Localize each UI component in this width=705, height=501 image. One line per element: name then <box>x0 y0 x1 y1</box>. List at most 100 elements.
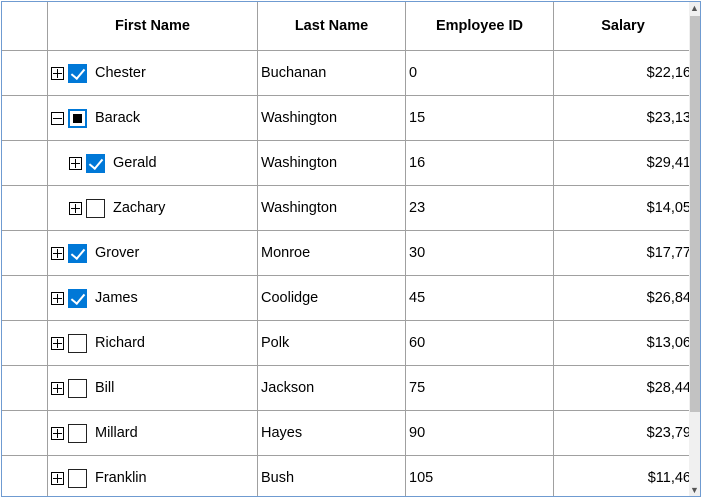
salary-cell[interactable]: $28,44 <box>646 380 690 396</box>
first-name-cell[interactable]: Richard <box>48 321 258 365</box>
last-name-cell[interactable]: Bush <box>258 456 406 496</box>
last-name-cell[interactable]: Polk <box>258 321 406 365</box>
table-row[interactable]: Franklin Bush 105 $11,46 <box>2 456 690 496</box>
expand-icon[interactable] <box>51 381 64 395</box>
column-header-salary[interactable]: Salary <box>601 18 645 34</box>
employee-id-cell[interactable]: 75 <box>406 366 554 410</box>
employee-id-cell[interactable]: 15 <box>406 96 554 140</box>
header-spacer <box>2 2 48 50</box>
salary-cell[interactable]: $22,16 <box>646 65 690 81</box>
employee-id-cell[interactable]: 90 <box>406 411 554 455</box>
table-row[interactable]: Richard Polk 60 $13,06 <box>2 321 690 366</box>
row-header-cell[interactable] <box>2 96 48 140</box>
table-row[interactable]: Millard Hayes 90 $23,79 <box>2 411 690 456</box>
row-header-cell[interactable] <box>2 456 48 496</box>
row-header-cell[interactable] <box>2 411 48 455</box>
salary-cell[interactable]: $26,84 <box>646 290 690 306</box>
first-name-cell[interactable]: Grover <box>48 231 258 275</box>
first-name-cell[interactable]: Chester <box>48 51 258 95</box>
first-name-cell[interactable]: Barack <box>48 96 258 140</box>
first-name-cell[interactable]: Zachary <box>48 186 258 230</box>
row-checkbox[interactable] <box>86 153 105 173</box>
employee-id-cell[interactable]: 30 <box>406 231 554 275</box>
employee-id-cell[interactable]: 23 <box>406 186 554 230</box>
employee-id-cell[interactable]: 60 <box>406 321 554 365</box>
first-name-text: James <box>95 290 138 306</box>
table-row[interactable]: Chester Buchanan 0 $22,16 <box>2 51 690 96</box>
first-name-cell[interactable]: Gerald <box>48 141 258 185</box>
salary-cell[interactable]: $23,13 <box>646 110 690 126</box>
column-header-first-name[interactable]: First Name <box>48 2 258 50</box>
salary-cell[interactable]: $13,06 <box>646 335 690 351</box>
expand-icon[interactable] <box>51 246 64 260</box>
row-checkbox[interactable] <box>68 243 87 263</box>
expand-icon[interactable] <box>51 471 64 485</box>
tree-grid-viewport: First Name Last Name Employee ID Salary … <box>2 2 690 496</box>
row-header-cell[interactable] <box>2 321 48 365</box>
row-checkbox[interactable] <box>68 63 87 83</box>
expand-icon[interactable] <box>51 426 64 440</box>
last-name-cell[interactable]: Washington <box>258 141 406 185</box>
last-name-cell[interactable]: Hayes <box>258 411 406 455</box>
first-name-cell[interactable]: Bill <box>48 366 258 410</box>
salary-cell[interactable]: $11,46 <box>647 470 690 486</box>
first-name-cell[interactable]: James <box>48 276 258 320</box>
first-name-text: Zachary <box>113 200 166 216</box>
row-checkbox[interactable] <box>68 333 87 353</box>
chevron-down-icon[interactable]: ▼ <box>690 485 699 495</box>
row-header-cell[interactable] <box>2 51 48 95</box>
last-name-cell[interactable]: Washington <box>258 186 406 230</box>
expand-icon[interactable] <box>51 66 64 80</box>
row-checkbox[interactable] <box>68 423 87 443</box>
column-header-employee-id[interactable]: Employee ID <box>406 2 554 50</box>
chevron-up-icon[interactable]: ▲ <box>690 3 699 13</box>
table-row[interactable]: Barack Washington 15 $23,13 <box>2 96 690 141</box>
employee-id-cell[interactable]: 16 <box>406 141 554 185</box>
last-name-cell[interactable]: Jackson <box>258 366 406 410</box>
table-row[interactable]: Gerald Washington 16 $29,41 <box>2 141 690 186</box>
expand-icon[interactable] <box>69 201 82 215</box>
row-checkbox[interactable] <box>68 468 87 488</box>
first-name-text: Bill <box>95 380 115 396</box>
scrollbar-thumb[interactable] <box>690 16 700 412</box>
expand-icon[interactable] <box>69 156 82 170</box>
last-name-cell[interactable]: Buchanan <box>258 51 406 95</box>
salary-cell[interactable]: $23,79 <box>646 425 690 441</box>
first-name-text: Richard <box>95 335 145 351</box>
row-header-cell[interactable] <box>2 141 48 185</box>
first-name-cell[interactable]: Millard <box>48 411 258 455</box>
collapse-icon[interactable] <box>51 111 64 125</box>
row-header-cell[interactable] <box>2 231 48 275</box>
first-name-text: Franklin <box>95 470 147 486</box>
last-name-cell[interactable]: Washington <box>258 96 406 140</box>
last-name-cell[interactable]: Coolidge <box>258 276 406 320</box>
table-row[interactable]: James Coolidge 45 $26,84 <box>2 276 690 321</box>
row-header-cell[interactable] <box>2 276 48 320</box>
row-header-cell[interactable] <box>2 186 48 230</box>
row-checkbox[interactable] <box>68 288 87 308</box>
column-header-row: First Name Last Name Employee ID Salary <box>2 2 690 51</box>
employee-id-cell[interactable]: 105 <box>406 456 554 496</box>
row-header-cell[interactable] <box>2 366 48 410</box>
row-checkbox[interactable] <box>86 198 105 218</box>
row-checkbox[interactable] <box>68 108 87 128</box>
row-checkbox[interactable] <box>68 378 87 398</box>
table-row[interactable]: Zachary Washington 23 $14,05 <box>2 186 690 231</box>
first-name-text: Chester <box>95 65 146 81</box>
first-name-text: Gerald <box>113 155 157 171</box>
first-name-cell[interactable]: Franklin <box>48 456 258 496</box>
salary-cell[interactable]: $14,05 <box>646 200 690 216</box>
expand-icon[interactable] <box>51 336 64 350</box>
first-name-text: Millard <box>95 425 138 441</box>
salary-cell[interactable]: $17,77 <box>646 245 690 261</box>
employee-id-cell[interactable]: 0 <box>406 51 554 95</box>
table-row[interactable]: Bill Jackson 75 $28,44 <box>2 366 690 411</box>
salary-cell[interactable]: $29,41 <box>646 155 690 171</box>
employee-id-cell[interactable]: 45 <box>406 276 554 320</box>
last-name-cell[interactable]: Monroe <box>258 231 406 275</box>
column-header-last-name[interactable]: Last Name <box>258 2 406 50</box>
vertical-scrollbar[interactable]: ▲ ▼ <box>689 2 700 496</box>
table-row[interactable]: Grover Monroe 30 $17,77 <box>2 231 690 276</box>
expand-icon[interactable] <box>51 291 64 305</box>
